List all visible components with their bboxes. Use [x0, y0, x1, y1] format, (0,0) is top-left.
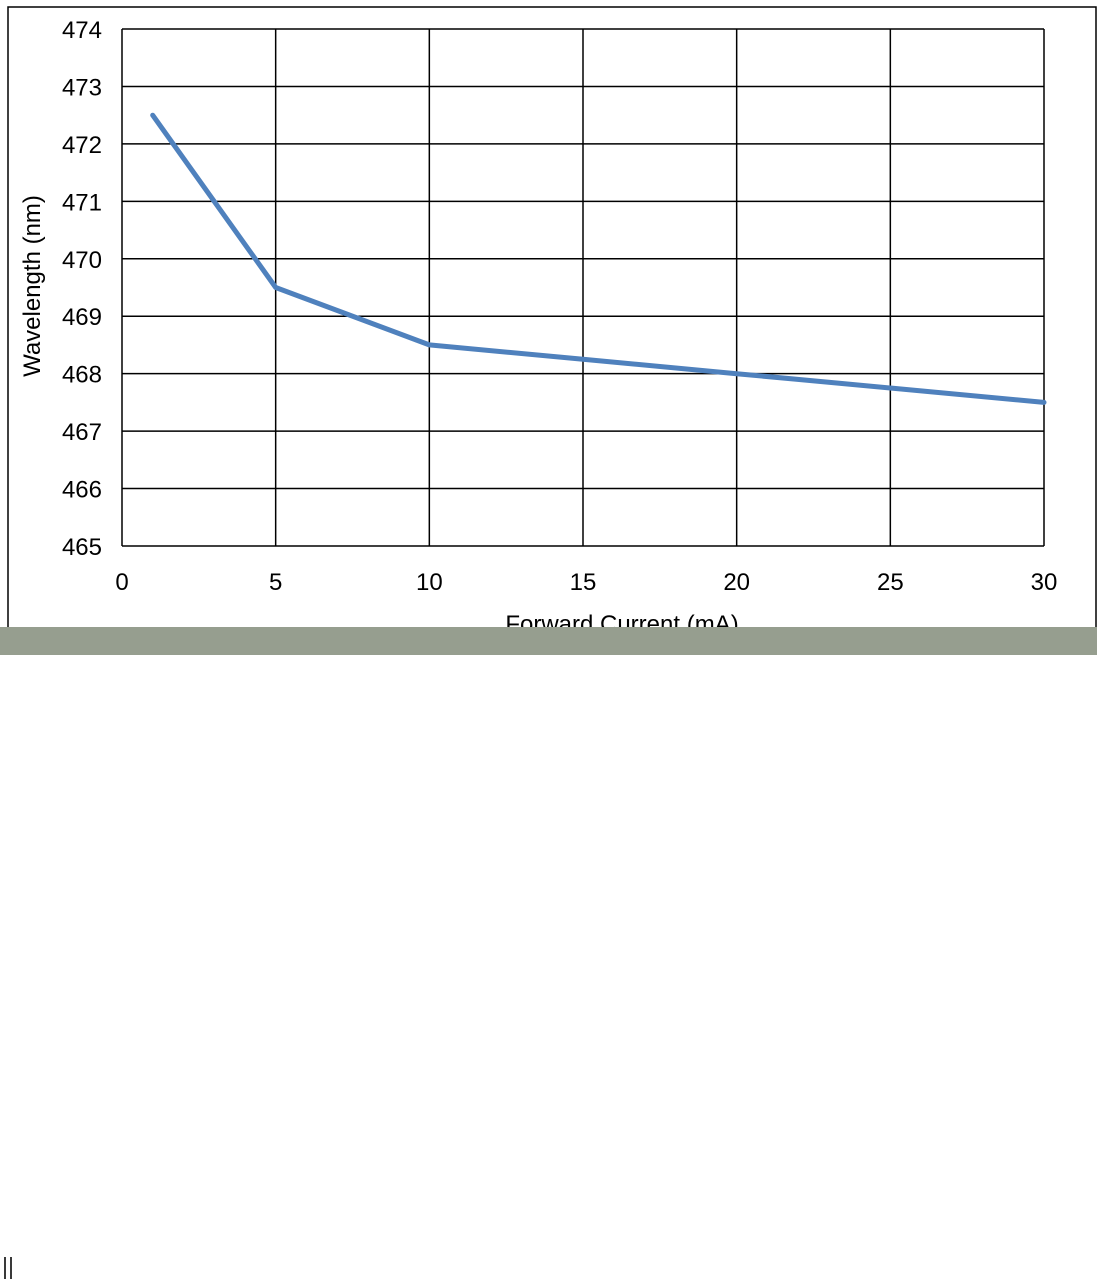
y-tick-label: 466: [62, 477, 102, 504]
x-tick-label: 10: [416, 569, 443, 596]
y-tick-label: 469: [62, 304, 102, 331]
bottom-bar: [0, 627, 1097, 1279]
x-tick-label: 20: [723, 569, 750, 596]
x-tick-label: 30: [1031, 569, 1058, 596]
y-tick-label: 467: [62, 419, 102, 446]
y-tick-label: 465: [62, 534, 102, 561]
x-tick-label: 5: [269, 569, 282, 596]
y-tick-label: 468: [62, 362, 102, 389]
grid: [121, 28, 1045, 547]
chart-border: [7, 6, 1097, 654]
chart: 0 5 10 15 20 25 30 465 466 467 468 469 470 471 472 473 4…: [7, 6, 1097, 654]
y-tick-label: 471: [62, 189, 102, 216]
bar-marks: [4, 1257, 12, 1279]
x-tick-label: 0: [115, 569, 128, 596]
y-tick-label: 473: [62, 74, 102, 101]
y-axis-label: Wavelength (nm): [19, 195, 46, 377]
x-tick-label: 25: [877, 569, 904, 596]
series-line: [150, 112, 1047, 405]
y-tick-label: 474: [62, 17, 102, 44]
y-tick-label: 470: [62, 247, 102, 274]
y-tick-label: 472: [62, 132, 102, 159]
x-tick-label: 15: [570, 569, 597, 596]
tick-labels: 0 5 10 15 20 25 30 465 466 467 468 469 470 471 472 473 4…: [62, 17, 1057, 596]
